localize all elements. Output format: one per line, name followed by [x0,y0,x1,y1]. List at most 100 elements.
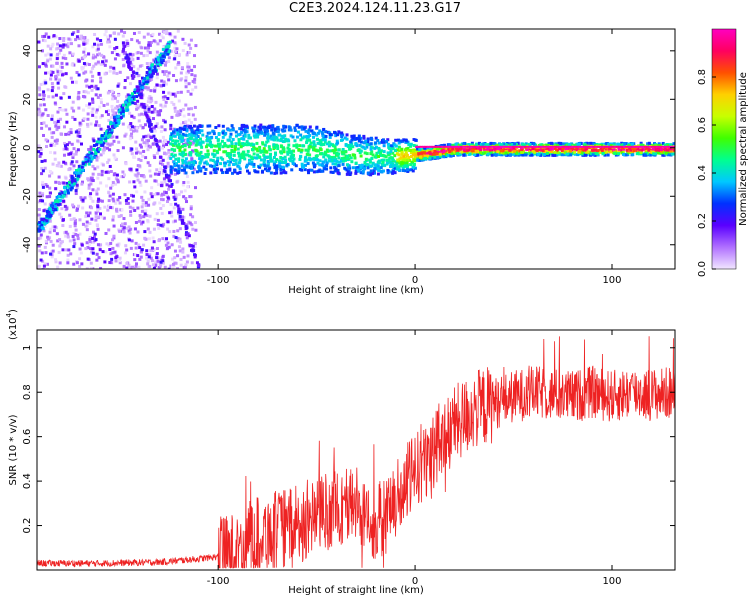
spectrogram-cell [151,69,155,73]
spectrogram-cell [134,264,138,268]
spectrogram-cell [41,38,45,42]
spectrogram-cell [281,165,285,169]
spectrogram-cell [443,145,447,148]
spectrogram-cell [88,221,92,225]
spectrogram-cell [429,145,433,148]
spectrogram-cell [556,145,560,148]
spectrogram-cell [388,160,392,164]
spectrogram-cell [120,29,124,33]
spectrogram-cell [233,170,237,174]
spectrogram-cell [568,147,572,151]
spectrogram-cell [366,140,370,144]
spectrogram-cell [121,41,125,45]
spectrogram-cell [489,151,493,155]
spectrogram-cell [140,112,144,116]
spectrogram-cell [523,145,527,148]
spectrogram-cell [38,154,42,158]
spectrogram-cell [391,170,395,174]
spectrogram-cell [282,170,286,174]
spectrogram-cell [64,230,68,234]
spectrogram-cell [57,202,61,206]
spectrogram-cell [56,200,60,204]
spectrogram-cell [72,164,76,168]
spectrogram-cell [86,112,90,116]
spectrogram-cell [173,35,177,39]
spectrogram-cell [66,184,70,188]
spectrogram-cell [139,95,143,99]
spectrogram-cell [463,148,467,152]
spectrogram-cell [176,129,180,133]
spectrogram-cell [223,141,227,145]
spectrogram-cell [145,113,149,117]
spectrogram-cell [366,138,370,142]
spectrogram-cell [389,150,393,154]
spectrogram-cell [525,147,529,151]
spectrogram-cell [157,145,161,149]
spectrogram-cell [185,236,189,240]
spectrogram-cell [95,143,99,147]
spectrogram-cell [345,172,349,176]
spectrogram-cell [88,211,92,215]
spectrogram-cell [133,125,137,129]
spectrogram-cell [189,153,193,157]
spectrogram-cell [85,62,89,66]
spectrogram-cell [586,150,590,154]
spectrogram-cell [439,154,443,158]
spectrogram-cell [256,153,260,157]
spectrogram-cell [664,148,668,152]
spectrogram-cell [493,145,497,148]
spectrogram-cell [183,41,187,45]
spectrogram-cell [188,166,192,170]
spectrogram-cell [560,150,564,154]
spectrogram-cell [414,148,418,152]
spectrogram-cell [601,145,605,148]
spectrogram-cell [165,82,169,86]
spectrogram-cell [304,163,308,167]
spectrogram-cell [140,138,144,142]
spectrogram-cell [75,178,79,182]
spectrogram-cell [459,143,463,147]
spectrogram-cell [394,144,398,148]
spectrogram-cell [94,84,98,88]
spectrogram-cell [300,127,304,131]
spectrogram-cell [122,217,126,221]
spectrogram-cell [118,261,122,265]
spectrogram-cell [531,147,535,151]
spectrogram-cell [325,167,329,171]
spectrogram-cell [80,182,84,186]
spectrogram-cell [144,203,148,207]
spectrogram-cell [155,212,159,216]
spectrogram-cell [369,164,373,168]
snr-x-tick-label: 100 [602,576,621,587]
spectrogram-cell [512,147,516,151]
spectrogram-cell [593,148,597,152]
spectrogram-cell [40,251,44,255]
spectrogram-cell [102,128,106,132]
spectrogram-cell [95,192,99,196]
spectrogram-cell [72,262,76,266]
spectrogram-cell [561,145,565,148]
spectrogram-cell [158,56,162,60]
spectrogram-cell [41,62,45,66]
spectrogram-cell [664,151,668,155]
spectrogram-cell [361,145,365,149]
spectrogram-cell [579,142,583,146]
spectrogram-cell [194,85,198,89]
spectrogram-cell [198,161,202,165]
spectrogram-cell [507,145,511,148]
spectrogram-cell [126,41,130,45]
spectrogram-cell [196,125,200,129]
spectrogram-cell [182,121,186,125]
spectrogram-cell [134,151,138,155]
spectrogram-cell [502,145,506,148]
spectrogram-cell [62,53,66,57]
spectrogram-cell [135,147,139,151]
spectrogram-cell [472,146,476,150]
spectrogram-cell [258,165,262,169]
spectrogram-cell [155,122,159,126]
spectrogram-cell [104,136,108,140]
spectrogram-cell [161,70,165,74]
spectrogram-cell [111,180,115,184]
spectrogram-cell [141,198,145,202]
spectrogram-cell [266,129,270,133]
